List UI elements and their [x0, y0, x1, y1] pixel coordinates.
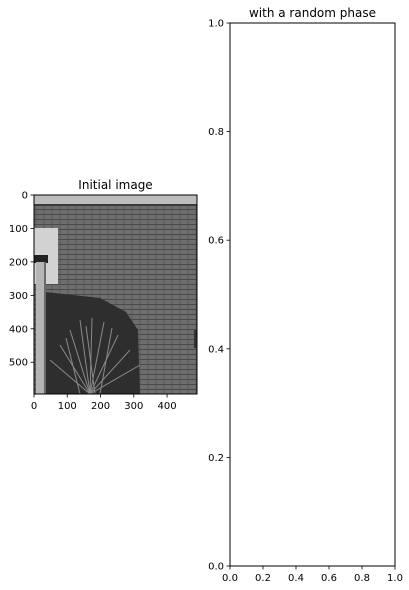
x-tick-label: 400: [158, 401, 177, 412]
y-tick-label: 100: [9, 224, 28, 235]
y-tick-label: 400: [9, 324, 28, 335]
y-tick-label: 500: [9, 358, 28, 369]
image-frame: [33, 194, 198, 395]
x-tick-label: 0.4: [288, 573, 304, 584]
image-content: [34, 195, 197, 394]
x-tick-label: 0: [31, 401, 37, 412]
x-tick-label: 1.0: [387, 573, 403, 584]
empty-x-axis: 0.0 0.2 0.4 0.6 0.8 1.0: [222, 566, 403, 584]
image-x-axis: 0 100 200 300 400: [31, 394, 177, 412]
y-tick-label: 0.2: [208, 453, 224, 464]
empty-y-axis: 0.0 0.2 0.4 0.6 0.8 1.0: [208, 19, 230, 573]
x-tick-label: 0.2: [255, 573, 271, 584]
y-tick-label: 0.4: [208, 344, 224, 355]
x-tick-label: 0.0: [222, 573, 238, 584]
x-tick-label: 200: [91, 401, 110, 412]
image-title: Initial image: [78, 178, 152, 192]
empty-axes: 0.0 0.2 0.4 0.6 0.8 1.0 0.0 0.2 0.4 0.6 0.8 1.0 wi…: [208, 6, 403, 584]
x-tick-label: 300: [124, 401, 143, 412]
image-axes: 0 100 200 300 400 0 100 200 300 400 500 Initial i…: [9, 178, 198, 412]
y-tick-label: 300: [9, 291, 28, 302]
y-tick-label: 0.8: [208, 127, 224, 138]
y-tick-label: 0.0: [208, 562, 224, 573]
x-tick-label: 0.8: [354, 573, 370, 584]
empty-axes-title: with a random phase: [249, 6, 376, 20]
y-tick-label: 0: [22, 191, 28, 202]
x-tick-label: 100: [58, 401, 77, 412]
image-y-axis: 0 100 200 300 400 500: [9, 191, 34, 369]
empty-axes-frame: [229, 22, 396, 567]
y-tick-label: 200: [9, 257, 28, 268]
y-tick-label: 1.0: [208, 19, 224, 30]
y-tick-label: 0.6: [208, 236, 224, 247]
shrub: [49, 317, 141, 394]
x-tick-label: 0.6: [321, 573, 337, 584]
